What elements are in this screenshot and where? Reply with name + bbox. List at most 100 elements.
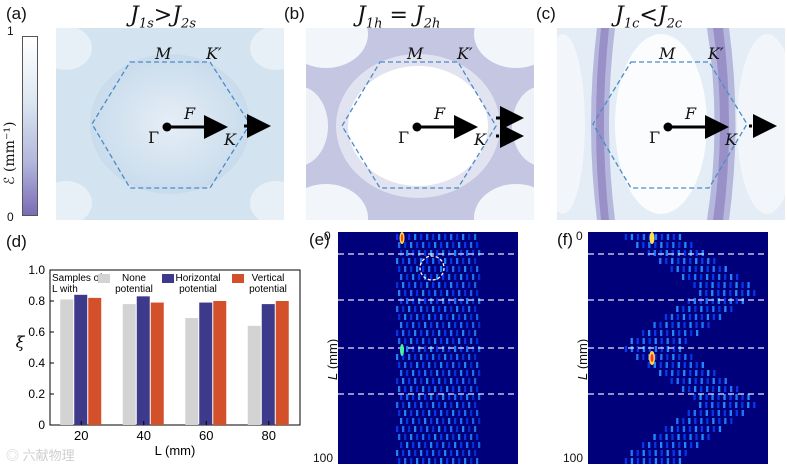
heat-stripe: [466, 442, 469, 448]
heat-stripe: [408, 426, 411, 432]
heat-stripe: [693, 410, 696, 416]
heat-stripe: [408, 330, 411, 336]
heat-stripe: [647, 250, 650, 256]
heat-stripe: [434, 314, 437, 320]
heat-stripe: [476, 386, 479, 392]
heat-stripe: [712, 426, 716, 432]
heat-stripe: [687, 298, 690, 304]
heat-stripe: [426, 234, 429, 240]
heat-stripe: [406, 370, 409, 376]
heat-stripe: [677, 434, 680, 440]
heat-stripe: [458, 338, 461, 344]
heat-stripe: [472, 322, 475, 328]
heat-stripe: [434, 290, 437, 296]
heat-stripe: [450, 282, 453, 288]
heat-stripe: [396, 282, 399, 288]
heat-stripe: [414, 450, 417, 456]
heat-stripe: [665, 434, 668, 440]
heat-stripe: [735, 402, 738, 408]
heat-stripe: [672, 330, 675, 336]
heat-stripe: [671, 258, 674, 264]
heat-stripe: [466, 418, 469, 424]
heat-stripe: [630, 458, 634, 464]
heat-stripe: [454, 274, 457, 280]
heat-stripe: [689, 362, 692, 368]
heat-stripe: [472, 250, 475, 256]
heat-stripe: [432, 426, 435, 432]
heat-stripe: [717, 410, 720, 416]
heat-stripe: [711, 282, 714, 288]
bar: [275, 301, 289, 425]
heat-stripe: [693, 282, 696, 288]
heat-stripe: [624, 234, 628, 240]
heat-stripe: [717, 394, 720, 400]
heat-stripe: [400, 250, 403, 256]
point-F-b: F: [434, 104, 446, 123]
heat-stripe: [452, 458, 455, 464]
heat-stripe: [432, 258, 435, 264]
heat-stripe: [671, 362, 674, 368]
point-K-b: K: [474, 130, 486, 149]
heat-stripe: [666, 234, 670, 240]
heat-stripe: [434, 386, 437, 392]
heat-stripe: [664, 314, 668, 320]
heat-stripe: [666, 458, 670, 464]
heat-stripe: [414, 402, 417, 408]
heat-stripe: [432, 234, 435, 240]
heat-stripe: [666, 242, 669, 248]
heat-stripe: [676, 418, 679, 424]
heat-stripe: [636, 450, 639, 456]
heat-stripe: [642, 442, 645, 448]
heat-stripe: [432, 306, 435, 312]
bar: [60, 299, 74, 425]
heat-stripe: [454, 394, 457, 400]
legend-label-line2: potential: [115, 284, 153, 295]
heat-stripe: [454, 442, 457, 448]
secondary-spot: [400, 344, 404, 356]
heat-stripe: [694, 386, 697, 392]
heat-stripe: [636, 234, 640, 240]
bar: [247, 325, 261, 425]
heat-stripe: [642, 354, 645, 360]
heat-stripe: [723, 402, 726, 408]
heat-stripe: [466, 298, 469, 304]
heat-stripe: [654, 346, 658, 352]
y-tick-label: 0: [38, 418, 45, 432]
heat-stripe: [472, 298, 475, 304]
heat-stripe: [660, 346, 664, 352]
colorbar-max: 1: [7, 24, 14, 38]
heat-stripe: [699, 290, 702, 296]
heat-stripe: [696, 442, 699, 448]
heat-stripe: [472, 274, 475, 280]
heat-stripe: [735, 282, 738, 288]
heat-stripe: [464, 266, 467, 272]
heat-stripe: [472, 346, 475, 352]
colorbar: [22, 36, 38, 216]
heat-stripe: [446, 386, 449, 392]
bar: [74, 294, 88, 425]
heat-stripe: [665, 322, 668, 328]
heat-stripe: [400, 442, 403, 448]
heat-stripe: [400, 322, 403, 328]
heat-stripe: [402, 258, 405, 264]
heat-stripe: [456, 258, 459, 264]
heat-stripe: [396, 258, 399, 264]
heat-stripe: [474, 378, 477, 384]
heat-stripe: [676, 306, 679, 312]
panel-e-label: (e): [309, 230, 330, 249]
heat-stripe: [700, 274, 703, 280]
heat-stripe: [446, 314, 449, 320]
point-Kp-c: K′: [708, 44, 724, 63]
heat-stripe: [642, 330, 645, 336]
heat-stripe: [440, 458, 443, 464]
heat-stripe: [677, 258, 680, 264]
heat-stripe: [694, 426, 698, 432]
heat-stripe: [695, 362, 698, 368]
heat-stripe: [724, 266, 727, 272]
heat-stripe: [630, 234, 634, 240]
heat-stripe: [428, 410, 431, 416]
heat-stripe: [440, 314, 443, 320]
heat-stripe: [452, 266, 455, 272]
heat-stripe: [428, 362, 431, 368]
heat-stripe: [440, 338, 443, 344]
